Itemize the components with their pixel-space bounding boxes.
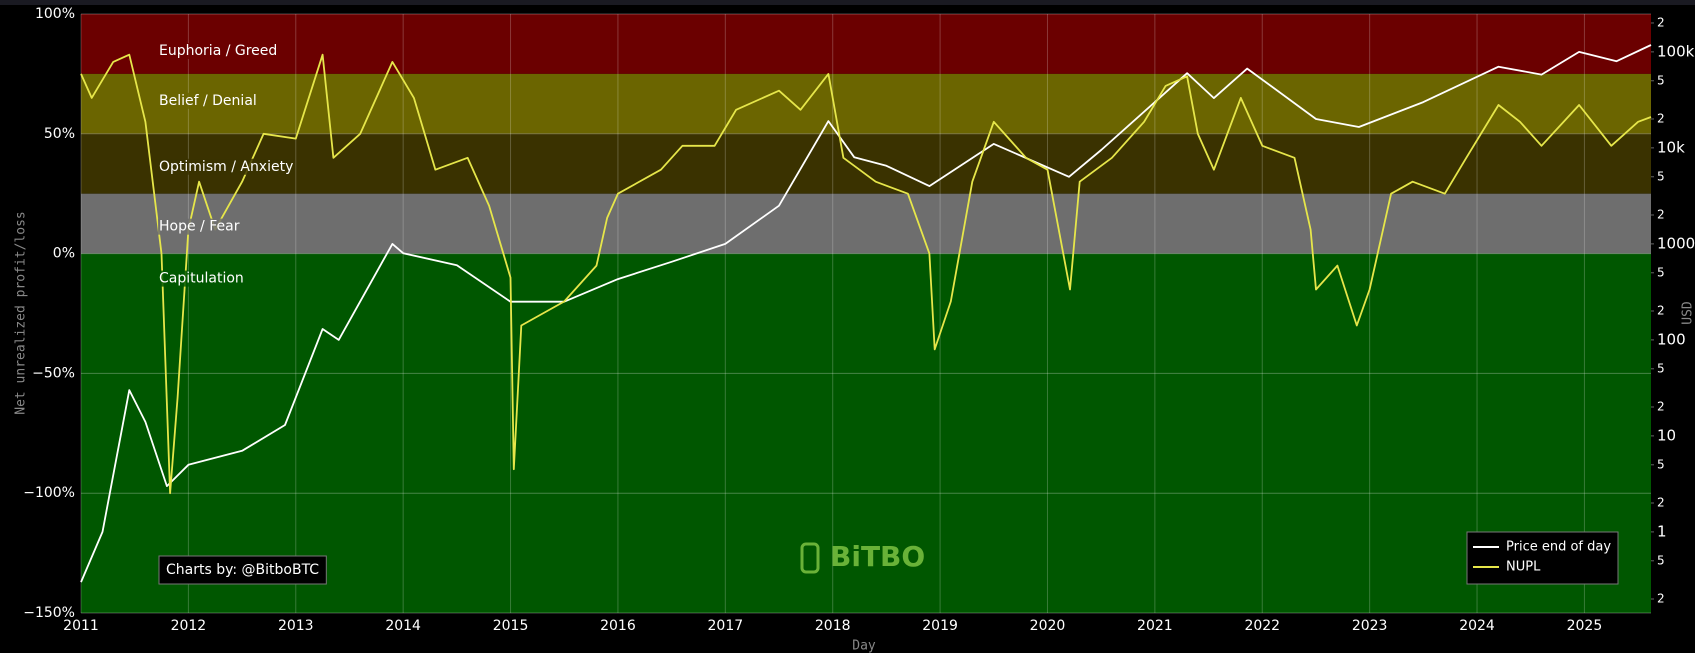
series-line — [80, 44, 1652, 583]
x-tick-label: 2011 — [63, 618, 99, 634]
x-tick-label: 2024 — [1459, 618, 1495, 634]
y-tick-label: 50% — [44, 126, 75, 142]
y2-tick-label: 10k — [1657, 138, 1685, 156]
x-tick-label: 2015 — [493, 618, 529, 634]
y2-tick-label: 2 — [1657, 496, 1665, 510]
y2-tick-label: 100 — [1657, 330, 1686, 348]
y2-tick-label: 5 — [1657, 73, 1665, 87]
x-tick-label: 2020 — [1030, 618, 1066, 634]
zone-label: Hope / Fear — [159, 219, 240, 235]
y2-tick-label: 5 — [1657, 361, 1665, 375]
x-tick-label: 2021 — [1137, 618, 1173, 634]
legend-box — [1466, 531, 1619, 585]
credit-box — [158, 555, 327, 585]
y2-tick-label: 5 — [1657, 457, 1665, 471]
y2-tick-label: 2 — [1657, 111, 1665, 125]
y2-tick-label: 100k — [1657, 42, 1695, 60]
watermark: BiTBO — [830, 540, 925, 573]
zone-label-bg — [158, 218, 241, 235]
foreground: −150% −100% −50% 0% 50% 100% 2011 2012 2013 2014 2… — [23, 6, 1695, 634]
y2-tick-label: 1000 — [1657, 234, 1695, 252]
zone-label: Optimism / Anxiety — [159, 159, 293, 175]
y2-tick-label: 10 — [1657, 426, 1676, 444]
y-tick-label: −100% — [23, 485, 75, 501]
y2-tick-label: 1 — [1657, 522, 1667, 540]
y2-tick-label: 2 — [1657, 15, 1665, 29]
x-tick-label: 2019 — [922, 618, 958, 634]
zone-band — [81, 73, 1651, 134]
zone-band — [81, 133, 1651, 194]
zone-label-bg — [158, 92, 258, 109]
zone-label: Capitulation — [159, 271, 244, 287]
y2-axis-title: USD — [1681, 301, 1695, 325]
zones — [81, 14, 1651, 613]
watermark-logo — [800, 542, 820, 574]
zone-band — [81, 193, 1651, 254]
x-tick-label: 2012 — [171, 618, 207, 634]
y2-tick-label: 2 — [1657, 303, 1665, 317]
y2-tick-label: 5 — [1657, 265, 1665, 279]
legend-label: NUPL — [1506, 560, 1541, 575]
x-axis-title: Day — [852, 639, 876, 653]
x-tick-label: 2016 — [600, 618, 636, 634]
x-tick-label: 2025 — [1567, 618, 1603, 634]
top-bar — [0, 0, 1695, 5]
y-tick-label: −150% — [23, 605, 75, 621]
zone-label-bg — [158, 270, 245, 287]
zone-band — [81, 253, 1651, 613]
x-tick-label: 2017 — [708, 618, 744, 634]
y2-tick-label: 2 — [1657, 399, 1665, 413]
y2-tick-label: 2 — [1657, 207, 1665, 221]
zone-band — [81, 14, 1651, 74]
lines — [80, 44, 1652, 583]
zone-label-bg — [158, 43, 279, 59]
y-tick-label: 100% — [35, 6, 75, 22]
x-tick-label: 2014 — [385, 618, 421, 634]
zone-label: Belief / Denial — [159, 93, 257, 109]
y2-tick-label: 2 — [1657, 592, 1665, 606]
y2-tick-label: 5 — [1657, 553, 1665, 567]
credit: Charts by: @BitboBTC — [166, 562, 319, 578]
y-axis-title: Net unrealized profit/loss — [14, 211, 29, 415]
zone-label-bg — [158, 158, 295, 175]
zone-label: Euphoria / Greed — [159, 43, 277, 59]
x-tick-label: 2023 — [1352, 618, 1388, 634]
y2-tick-label: 5 — [1657, 169, 1665, 183]
series-line — [80, 53, 1652, 495]
x-tick-label: 2018 — [815, 618, 851, 634]
y-tick-label: 0% — [53, 246, 75, 262]
legend-label: Price end of day — [1506, 540, 1611, 555]
x-tick-label: 2022 — [1244, 618, 1280, 634]
x-tick-label: 2013 — [278, 618, 314, 634]
y-tick-label: −50% — [32, 365, 75, 381]
